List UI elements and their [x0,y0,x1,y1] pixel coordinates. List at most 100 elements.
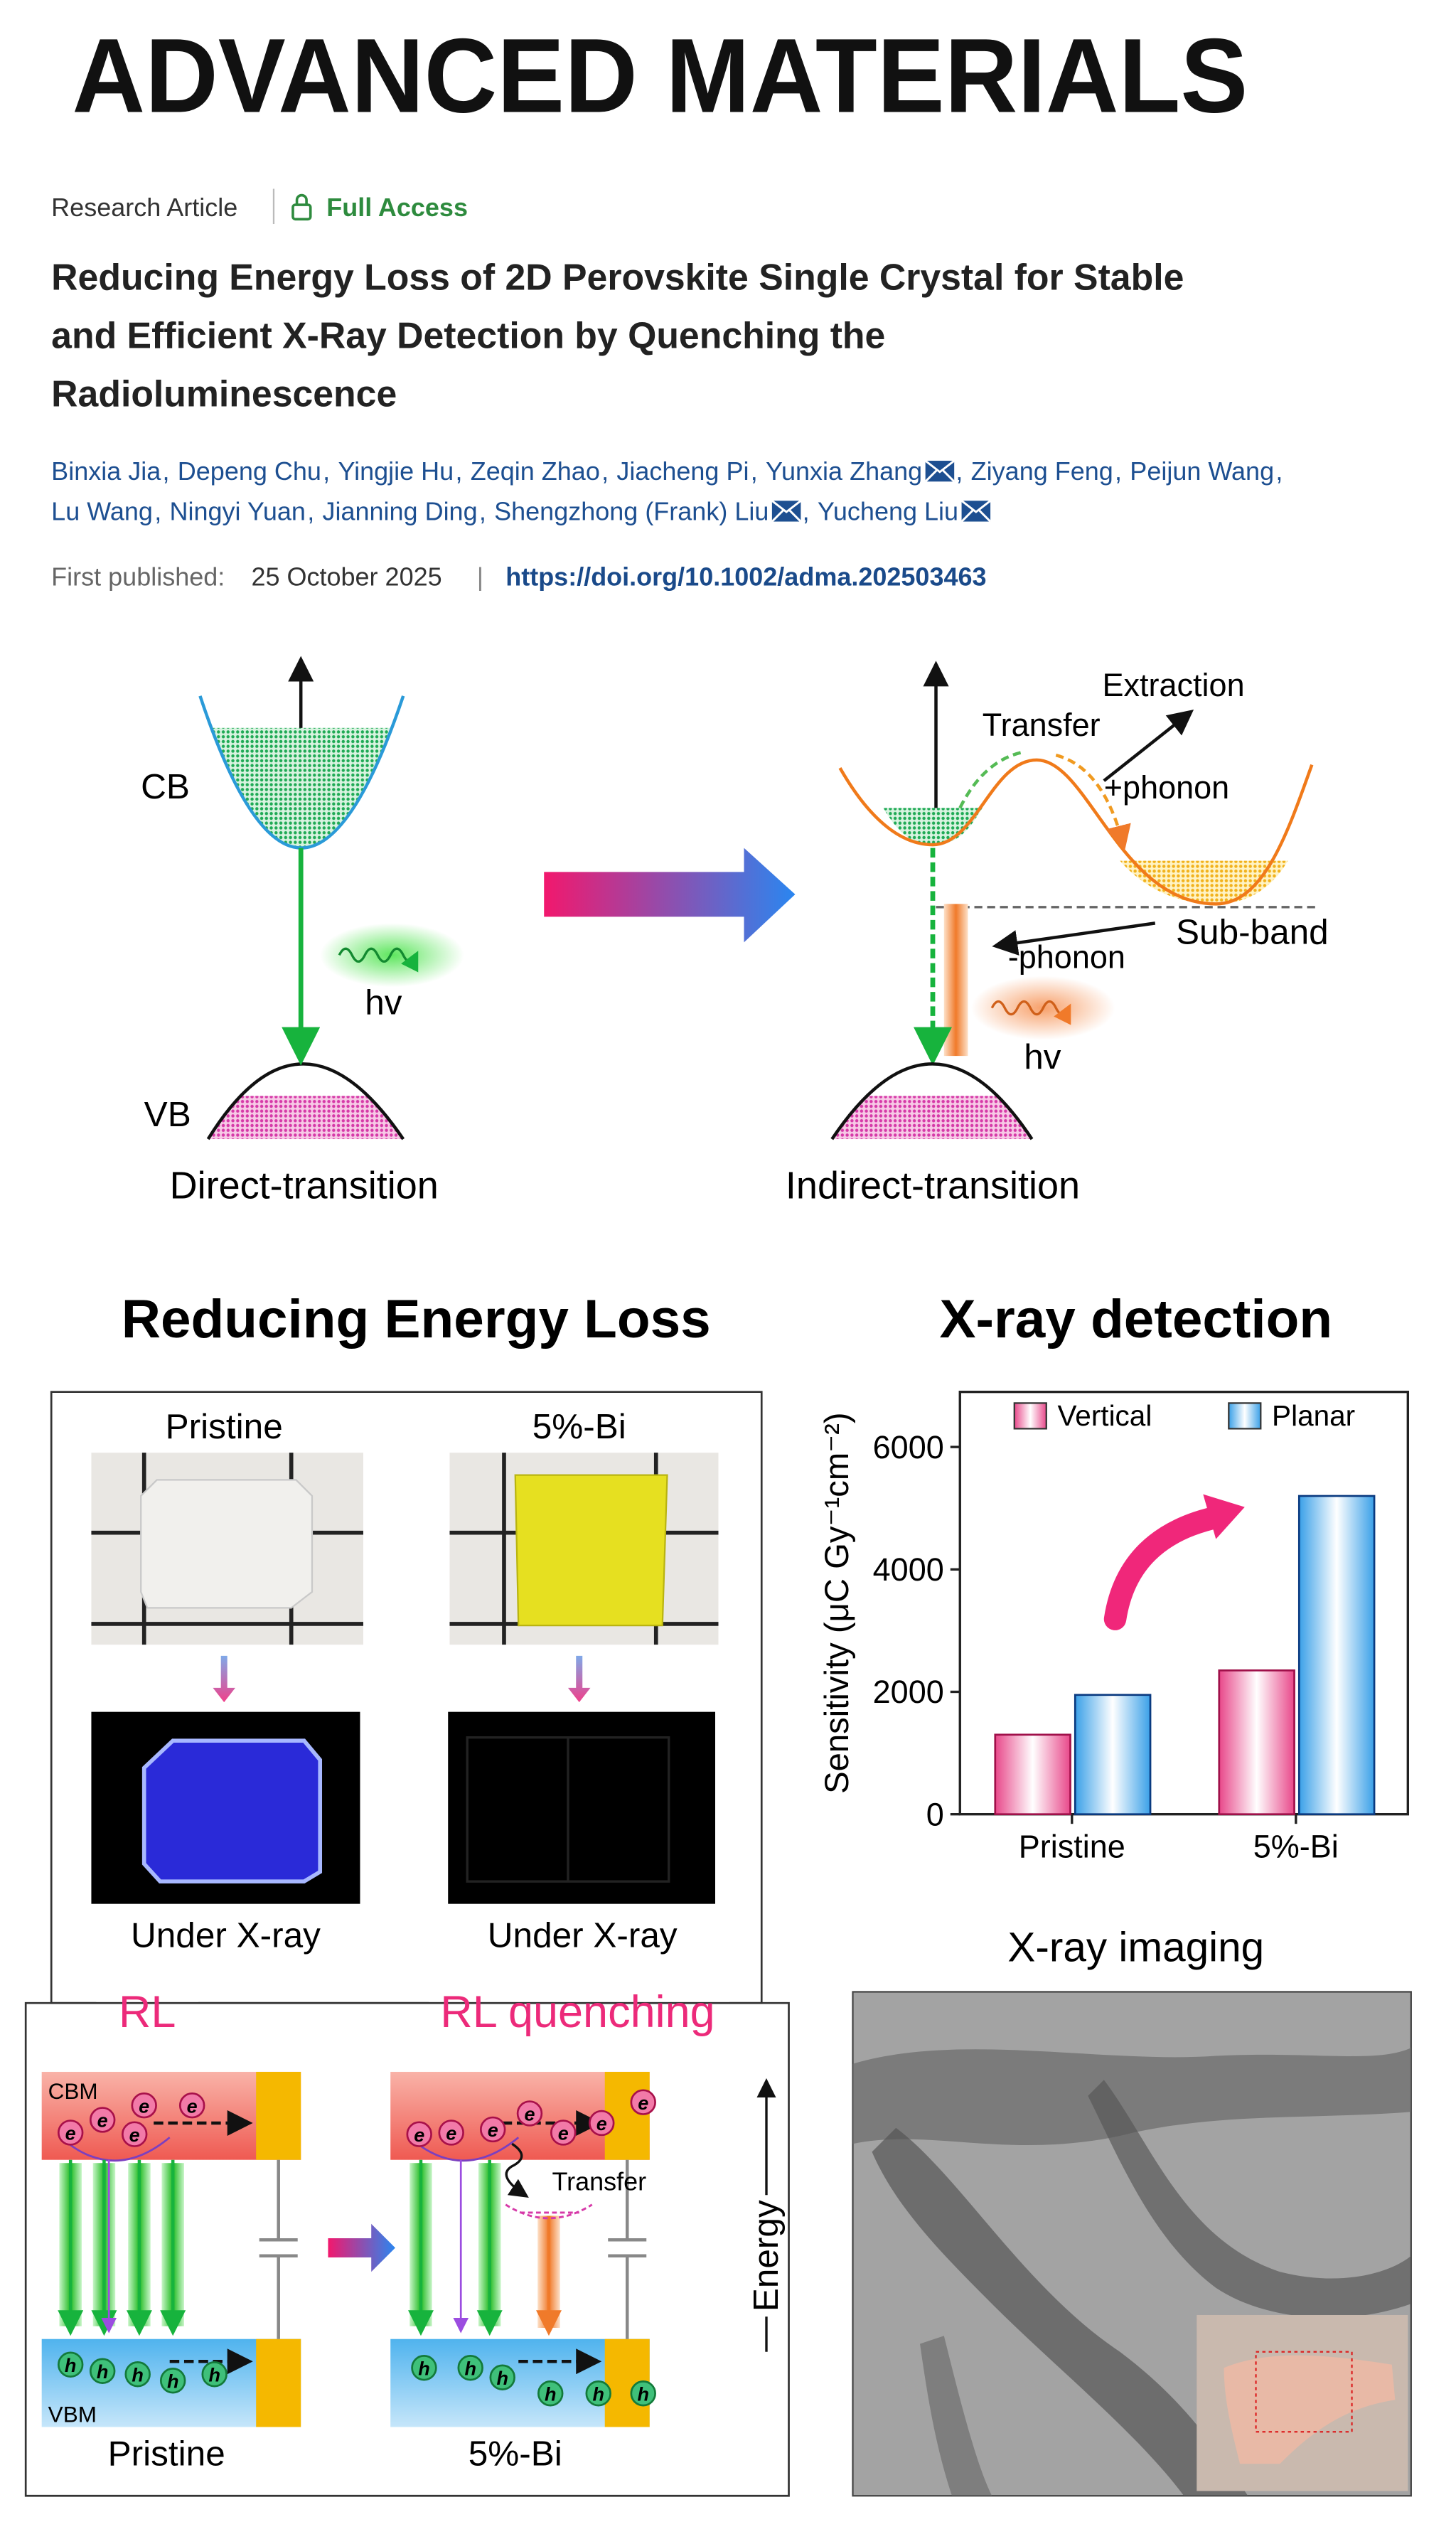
particle-circle [550,2120,577,2146]
author-name[interactable]: Zeqin Zhao [471,456,600,486]
article-title: Reducing Energy Loss of 2D Perovskite Si… [51,256,1184,414]
author-name[interactable]: Yunxia Zhang [766,456,922,486]
trap-curve [409,2137,520,2162]
particle-label: h [132,2364,144,2385]
title-line: and Efficient X-Ray Detection by Quenchi… [51,314,885,356]
author-separator: , [956,456,963,486]
author-name[interactable]: Peijun Wang [1130,456,1274,486]
particle-circle [585,2380,611,2407]
author-separator: , [803,496,810,525]
particle-circle [178,2092,205,2119]
transfer-label: Transfer [983,707,1101,743]
particle-circle [537,2380,564,2407]
author-name[interactable]: Depeng Chu [178,456,321,486]
mail-icon [771,500,802,523]
electron: e [89,2107,116,2133]
bar [1074,1694,1152,1816]
hole: h [411,2355,437,2381]
bar-chart: 0 2000 4000 6000 Sensitivity (μC Gy⁻¹cm⁻²) Pr… [818,1390,1410,1864]
lock-icon [291,193,312,221]
particle-label: h [592,2383,604,2405]
vbm-label: VBM [48,2402,97,2427]
circuit [259,2159,298,2339]
electrode [256,2071,301,2160]
author-separator: , [479,496,486,525]
author-name[interactable]: Ziyang Feng [971,456,1113,486]
particle-circle [406,2121,432,2147]
particle-label: e [524,2104,535,2125]
transfer-arrow [505,2142,529,2198]
electron-fill [200,727,404,848]
hole: h [585,2380,611,2407]
author-name[interactable]: Shengzhong (Frank) Liu [494,496,769,525]
separator: | [477,562,483,592]
hole: h [489,2364,515,2390]
hole: h [537,2380,564,2407]
article-type: Research Article [51,193,237,222]
electron: e [406,2121,432,2147]
electron: e [121,2121,148,2147]
author-name[interactable]: Ningyi Yuan [169,496,305,525]
author-separator: , [455,456,462,486]
particle-circle [480,2116,506,2143]
band-label: Pristine [108,2434,225,2473]
section-heading: X-ray imaging [1007,1925,1264,1971]
electron: e [589,2110,615,2137]
section-heading: Reducing Energy Loss [122,1289,711,1349]
author-name[interactable]: Yucheng Liu [818,496,958,525]
published-label: First published: [51,562,225,592]
title-line: Radioluminescence [51,373,397,415]
particle-label: e [446,2123,456,2144]
caption: Indirect-transition [786,1164,1080,1207]
bar [1218,1669,1295,1816]
electron: e [550,2120,577,2146]
down-arrow [213,1655,235,1703]
author-name[interactable]: Jiacheng Pi [616,456,749,486]
photo-caption: Under X-ray [131,1915,321,1955]
band-label: 5%-Bi [469,2434,562,2473]
particle-label: h [97,2361,109,2383]
mail-icon-flap [924,459,956,483]
transfer-path [958,750,1024,809]
hv-label: hv [365,983,402,1022]
particle-circle [159,2368,186,2394]
particle-label: h [418,2358,430,2379]
particle-circle [489,2364,515,2390]
particle-circle [630,2380,656,2407]
title-line: Reducing Energy Loss of 2D Perovskite Si… [51,256,1184,297]
bar [1297,1495,1376,1816]
particle-circle [124,2361,151,2388]
author-list: Binxia Jia, Depeng Chu, Yingjie Hu, Zeqin Z… [51,456,1283,525]
particle-label: e [638,2092,648,2114]
photon-wave [990,1000,1071,1025]
author-name[interactable]: Lu Wang [51,496,153,525]
mail-icon [960,500,992,523]
particle-circle [589,2110,615,2137]
author-name[interactable]: Jianning Ding [322,496,477,525]
author-separator: , [601,456,609,486]
particle-circle [438,2120,464,2146]
particle-circle [89,2358,116,2384]
cb-label: CB [141,767,190,806]
transfer-label: Transfer [552,2166,646,2196]
hv-label: hv [1024,1037,1061,1076]
panel-frame [24,2001,790,2497]
electron: e [480,2116,506,2143]
extraction-label: Extraction [1103,667,1245,703]
hole: h [159,2368,186,2394]
author-separator: , [751,456,758,486]
doi-link[interactable]: https://doi.org/10.1002/adma.202503463 [505,562,986,592]
trap-curve [60,2137,171,2162]
bar [994,1733,1071,1816]
particle-label: h [167,2370,179,2392]
sample-label: 5%-Bi [532,1407,626,1446]
vb-label: VB [144,1095,191,1134]
y-axis-label: Sensitivity (μC Gy⁻¹cm⁻²) [818,1412,856,1793]
author-separator: , [307,496,314,525]
particle-circle [516,2100,543,2127]
conduction-band [198,695,405,850]
author-name[interactable]: Binxia Jia [51,456,161,486]
author-name[interactable]: Yingjie Hu [338,456,454,486]
rl-label: RL quenching [440,1987,714,2037]
